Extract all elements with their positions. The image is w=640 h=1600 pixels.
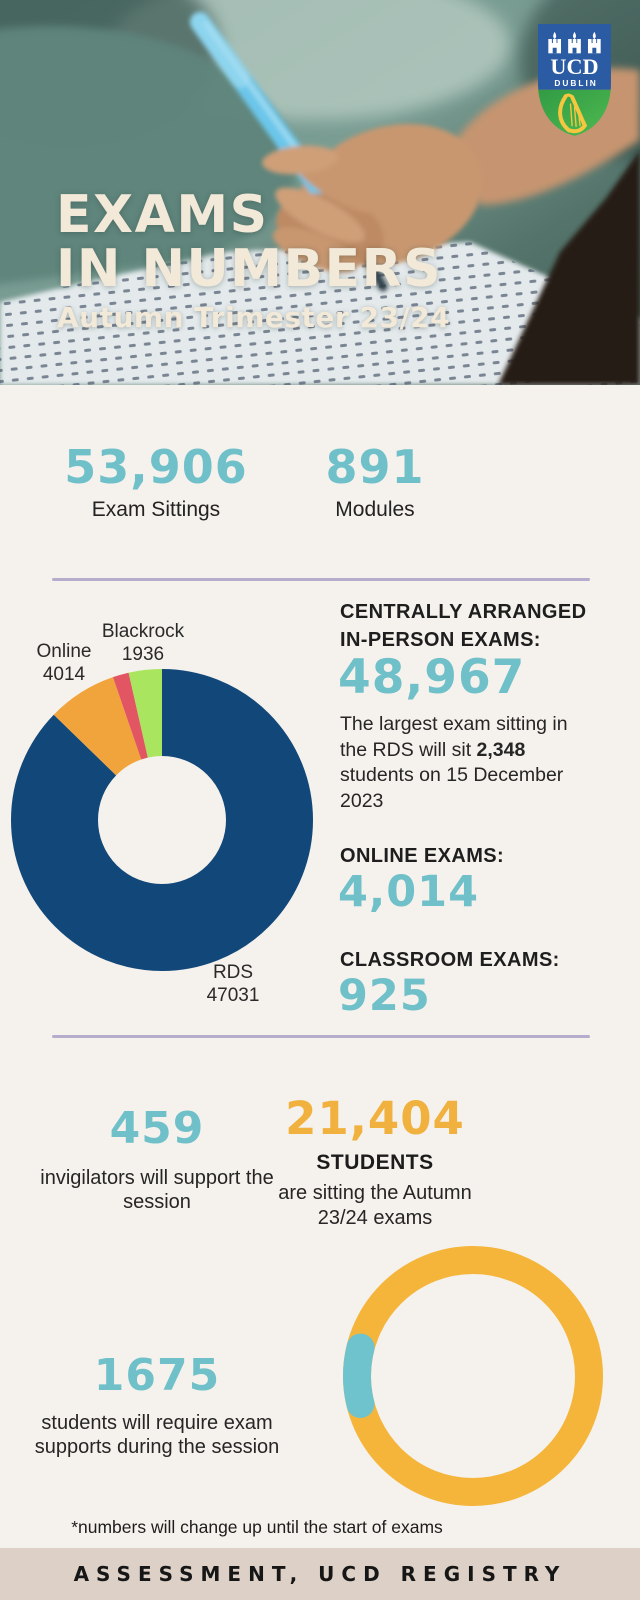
donut-label-online: Online 4014 <box>36 641 92 685</box>
students-label: STUDENTS <box>316 1151 434 1174</box>
supports-value: 1675 <box>93 1350 221 1401</box>
logo-acronym: UCD <box>550 54 598 79</box>
footnote: *numbers will change up until the start … <box>71 1517 443 1537</box>
donut-label-rds: RDS 47031 <box>206 962 260 1006</box>
exam-supports-ring-chart <box>343 1246 603 1506</box>
largest-sitting-number: 2,348 <box>476 738 526 761</box>
page-title: EXAMS IN NUMBERS <box>56 188 442 296</box>
largest-sitting-note: The largest exam sitting in the RDS will… <box>340 713 568 812</box>
page-subtitle: Autumn Trimester 23/24 <box>57 301 451 334</box>
stat-exam-sittings: 53,906 Exam Sittings <box>46 442 266 522</box>
section-divider-bottom <box>52 1035 590 1038</box>
students-value: 21,404 <box>285 1092 465 1145</box>
donut-label-blackrock: Blackrock 1936 <box>101 621 185 665</box>
exam-sittings-label: Exam Sittings <box>91 498 221 521</box>
hero-photo-illustration <box>0 0 640 385</box>
title-line-1: EXAMS <box>56 185 269 245</box>
invigilators-value: 459 <box>109 1103 205 1154</box>
title-line-2: IN NUMBERS <box>56 239 443 299</box>
harp-icon <box>558 93 587 134</box>
section-divider-top <box>52 578 590 581</box>
online-heading: ONLINE EXAMS: <box>340 845 505 867</box>
students-text: are sitting the Autumn 23/24 exams <box>278 1182 472 1229</box>
footer-text: ASSESSMENT, UCD REGISTRY <box>73 1562 567 1586</box>
exam-sittings-donut-chart <box>11 669 313 971</box>
modules-label: Modules <box>335 498 415 521</box>
stat-modules: 891 Modules <box>265 442 485 522</box>
ucd-crest-logo: UCD DUBLIN <box>538 23 611 136</box>
castle-icons <box>548 31 601 54</box>
online-value: 4,014 <box>338 867 480 917</box>
classroom-heading: CLASSROOM EXAMS: <box>340 949 560 971</box>
invigilators-text: invigilators will support the session <box>40 1167 274 1213</box>
hero-header: UCD DUBLIN EXAMS IN NUMBERS Autumn Trime… <box>0 0 640 385</box>
logo-city: DUBLIN <box>554 78 597 88</box>
modules-value: 891 <box>325 440 425 494</box>
exam-sittings-value: 53,906 <box>64 440 248 494</box>
footer-band: ASSESSMENT, UCD REGISTRY <box>0 1548 640 1600</box>
classroom-value: 925 <box>338 971 431 1021</box>
in-person-value: 48,967 <box>338 650 526 705</box>
supports-text: students will require exam supports duri… <box>34 1412 280 1458</box>
in-person-heading: CENTRALLY ARRANGED IN-PERSON EXAMS: <box>340 601 587 651</box>
